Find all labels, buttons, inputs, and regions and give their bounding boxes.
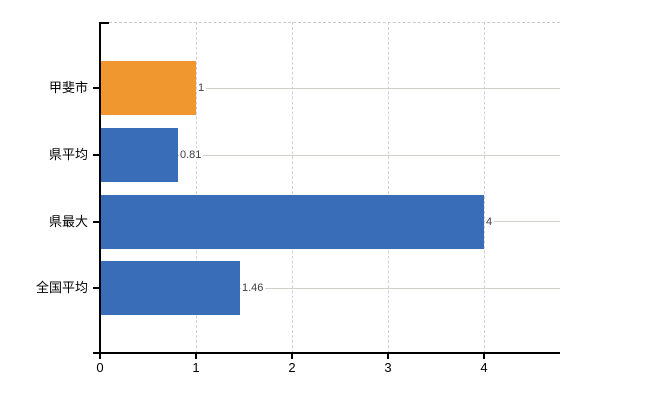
x-tick-label: 3	[384, 360, 392, 375]
bar-1	[100, 61, 196, 115]
category-label: 甲斐市	[48, 80, 88, 95]
horizontal-gridline	[100, 154, 560, 156]
y-axis-tick	[93, 154, 100, 156]
y-axis-tick	[93, 220, 100, 223]
y-axis-tick	[93, 87, 100, 89]
bar-value-label: 4	[485, 214, 495, 229]
vertical-gridline	[292, 22, 293, 353]
x-axis-tick	[483, 354, 485, 359]
x-tick-label: 2	[288, 360, 296, 375]
horizontal-gridline	[100, 287, 560, 289]
bar-value-label: 1	[197, 81, 207, 95]
plot-top-border	[109, 22, 560, 23]
x-tick-label: 4	[480, 360, 488, 375]
x-tick-label: 0	[96, 360, 104, 375]
bar-value-label: 0.81	[179, 148, 204, 162]
category-label: 県平均	[48, 147, 88, 162]
bar-4	[100, 261, 240, 315]
x-axis-tick	[291, 354, 293, 359]
category-label: 県最大	[48, 213, 88, 229]
x-axis-tick	[387, 354, 389, 359]
vertical-gridline	[388, 22, 389, 353]
plot-top-border-stub	[100, 22, 109, 24]
y-axis-tick	[93, 287, 100, 289]
x-tick-label: 1	[192, 360, 200, 375]
vertical-gridline	[196, 22, 197, 353]
bar-value-label: 1.46	[241, 281, 266, 295]
x-axis-tick	[195, 354, 197, 359]
horizontal-gridline	[100, 87, 560, 89]
category-label: 全国平均	[35, 280, 88, 295]
bar-2	[100, 128, 178, 182]
y-axis-line	[99, 22, 101, 354]
x-axis-tick	[99, 354, 101, 359]
vertical-gridline	[484, 22, 485, 353]
bar-3	[100, 194, 484, 249]
x-axis-line	[93, 352, 560, 354]
